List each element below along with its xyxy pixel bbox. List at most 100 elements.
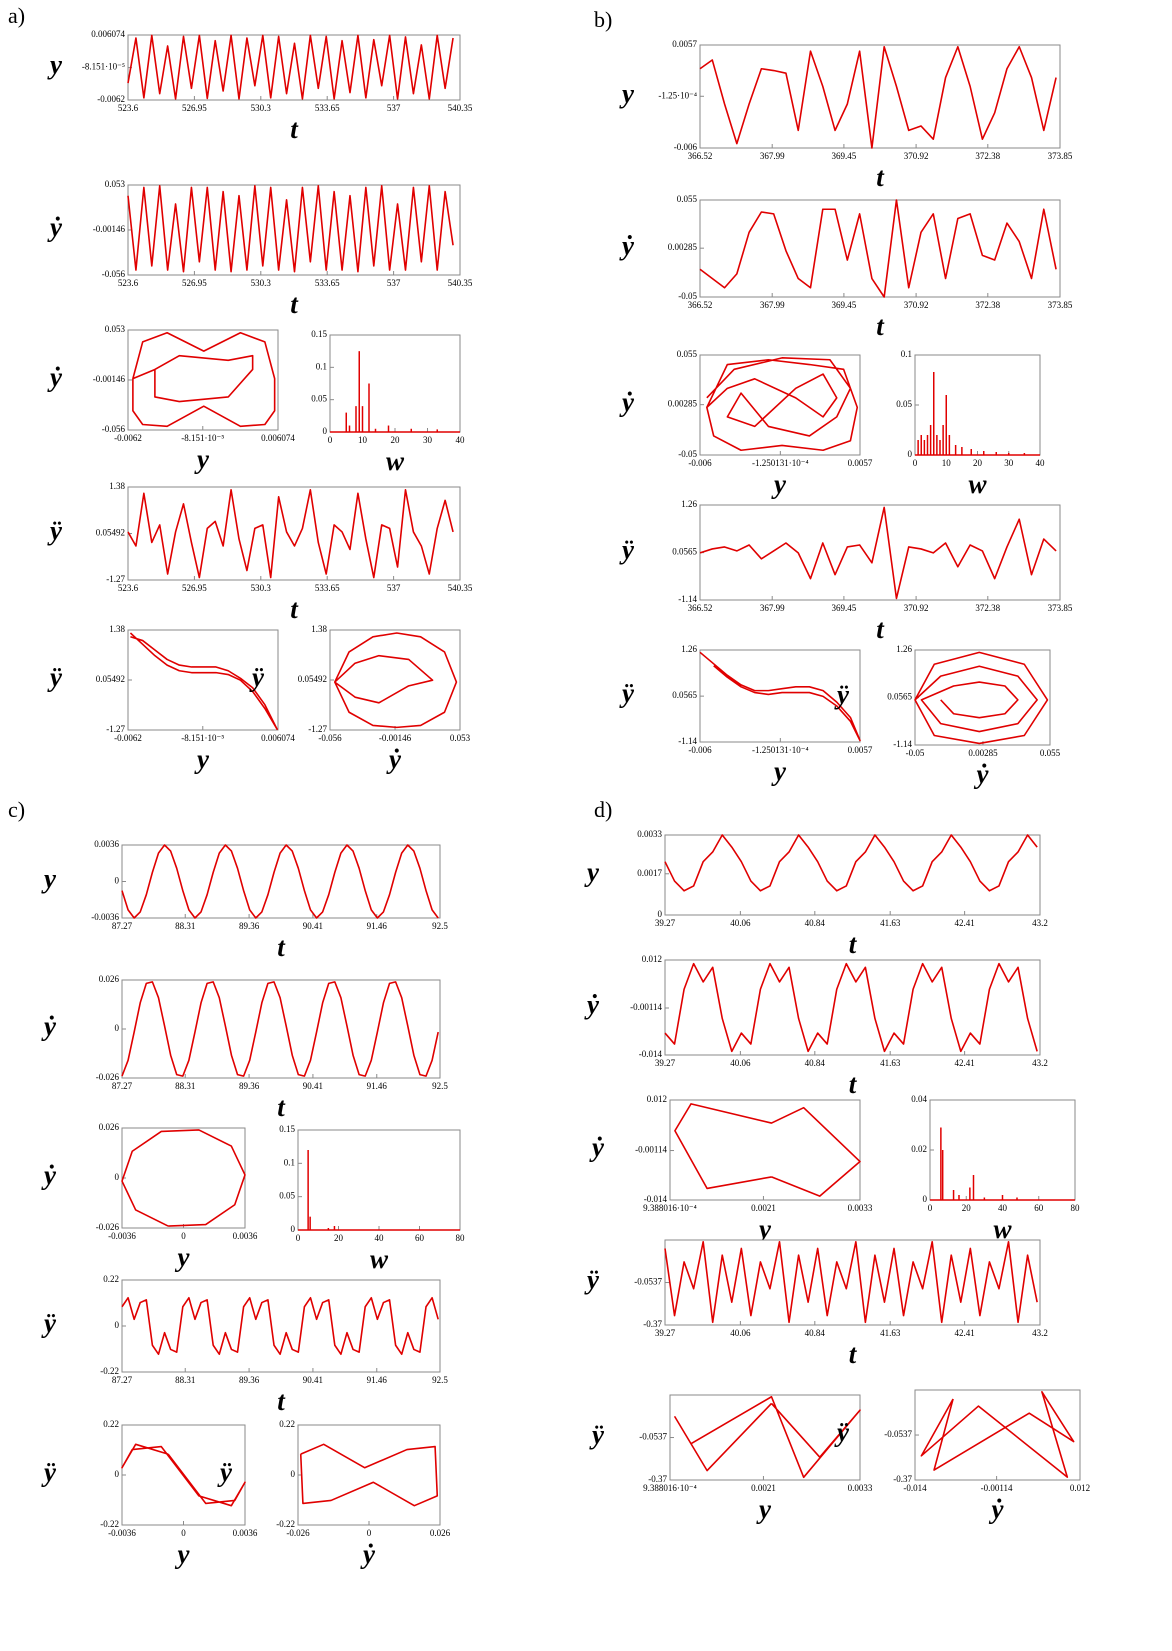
y-tick-label: 0 (115, 1023, 120, 1033)
x-tick-label: 367.99 (760, 300, 785, 310)
y-tick-label: -0.05 (678, 449, 697, 459)
y-tick-label: -0.0537 (884, 1429, 912, 1439)
x-tick-label: 0.0021 (751, 1483, 776, 1493)
panel-label: b) (594, 7, 612, 32)
x-tick-label: 367.99 (760, 603, 785, 613)
panel-label: c) (8, 797, 25, 822)
x-axis-label: t (277, 1386, 286, 1416)
y-tick-label: -8.151·10⁻⁵ (82, 62, 125, 72)
y-tick-label: 0.15 (311, 329, 327, 339)
y-axis-label: ÿ (41, 1308, 57, 1338)
curve (121, 844, 439, 919)
y-axis-label: ẏ (41, 1160, 57, 1190)
y-tick-label: 0.00285 (668, 242, 698, 252)
curve (674, 1103, 861, 1197)
curve (121, 1296, 439, 1356)
y-tick-label: 0 (115, 1172, 120, 1182)
x-tick-label: 0.055 (1040, 748, 1061, 758)
y-tick-label: 0 (923, 1194, 928, 1204)
plot-frame (914, 354, 1041, 456)
x-tick-label: 540.35 (448, 103, 473, 113)
x-tick-label: 372.38 (975, 603, 1000, 613)
curve (699, 45, 1057, 149)
x-tick-label: 370.92 (904, 151, 929, 161)
y-tick-label: -0.0537 (639, 1432, 667, 1442)
y-tick-label: -0.22 (100, 1366, 119, 1376)
y-tick-label: -0.0036 (91, 912, 119, 922)
y-tick-label: 0 (291, 1469, 296, 1479)
y-tick-label: 0 (115, 1320, 120, 1330)
curve (121, 981, 439, 1077)
panel-label: d) (594, 797, 612, 822)
x-tick-label: 87.27 (112, 921, 133, 931)
curve (664, 962, 1038, 1053)
plot-frame (664, 834, 1041, 916)
y-tick-label: -0.00114 (630, 1002, 662, 1012)
x-tick-label: 373.85 (1048, 151, 1073, 161)
y-tick-label: -1.14 (678, 736, 697, 746)
y-axis-label: ÿ (589, 1420, 605, 1450)
y-tick-label: 0.012 (642, 954, 662, 964)
x-tick-label: -0.026 (286, 1528, 310, 1538)
y-tick-label: -0.014 (644, 1194, 668, 1204)
x-tick-label: -1.250131·10⁻⁴ (752, 458, 809, 468)
plot-frame (121, 979, 441, 1079)
x-axis-label: t (290, 289, 299, 319)
x-tick-label: 90.41 (303, 921, 323, 931)
y-axis-label: ÿ (41, 1457, 57, 1487)
plot-frame (297, 1129, 461, 1231)
curve (706, 357, 859, 452)
x-tick-label: 43.2 (1032, 1328, 1048, 1338)
plot-frame (699, 44, 1061, 149)
y-tick-label: 0.0033 (637, 829, 662, 839)
y-axis-label: ÿ (47, 662, 63, 692)
x-axis-label: y (194, 744, 210, 774)
y-tick-label: 0.1 (316, 361, 327, 371)
y-axis-label: y (47, 50, 63, 80)
y-tick-label: 0 (291, 1224, 296, 1234)
plot-frame (929, 1099, 1076, 1201)
x-axis-label: t (277, 932, 286, 962)
x-tick-label: 90.41 (303, 1081, 323, 1091)
y-tick-label: 0.026 (99, 974, 120, 984)
x-tick-label: 60 (415, 1233, 425, 1243)
x-tick-label: 369.45 (832, 151, 857, 161)
x-tick-label: 80 (456, 1233, 466, 1243)
x-tick-label: 90.41 (303, 1375, 323, 1385)
x-tick-label: 537 (387, 103, 401, 113)
x-axis-label: t (876, 162, 885, 192)
x-axis-label: y (175, 1242, 191, 1272)
x-tick-label: 40 (1036, 458, 1046, 468)
plot-frame (699, 649, 861, 743)
y-tick-label: 0.012 (647, 1094, 667, 1104)
x-tick-label: 0 (181, 1528, 186, 1538)
x-axis-label: ẏ (386, 744, 402, 774)
y-axis-label: y (584, 857, 600, 887)
plot-frame (121, 844, 441, 919)
x-tick-label: 526.95 (182, 103, 207, 113)
x-tick-label: 88.31 (175, 921, 195, 931)
curve (121, 1443, 246, 1507)
y-tick-label: -0.006 (674, 142, 698, 152)
x-tick-label: 533.65 (315, 583, 340, 593)
y-tick-label: -0.0062 (97, 94, 125, 104)
x-tick-label: 366.52 (688, 151, 713, 161)
x-tick-label: 369.45 (832, 603, 857, 613)
curve (127, 489, 454, 579)
x-tick-label: -8.151·10⁻⁵ (181, 733, 224, 743)
x-tick-label: 9.388016·10⁻⁴ (643, 1483, 697, 1493)
curve (121, 1129, 246, 1227)
x-axis-label: w (370, 1244, 389, 1274)
y-tick-label: 0.00285 (668, 399, 698, 409)
x-tick-label: 40.06 (730, 1328, 751, 1338)
x-tick-label: 91.46 (367, 921, 388, 931)
x-tick-label: 370.92 (904, 603, 929, 613)
x-tick-label: 40 (375, 1233, 385, 1243)
x-tick-label: 92.5 (432, 921, 448, 931)
x-tick-label: 537 (387, 583, 401, 593)
curve (699, 651, 861, 742)
plot-frame (699, 199, 1061, 298)
x-tick-label: 10 (358, 435, 368, 445)
y-tick-label: 0.0565 (672, 690, 697, 700)
